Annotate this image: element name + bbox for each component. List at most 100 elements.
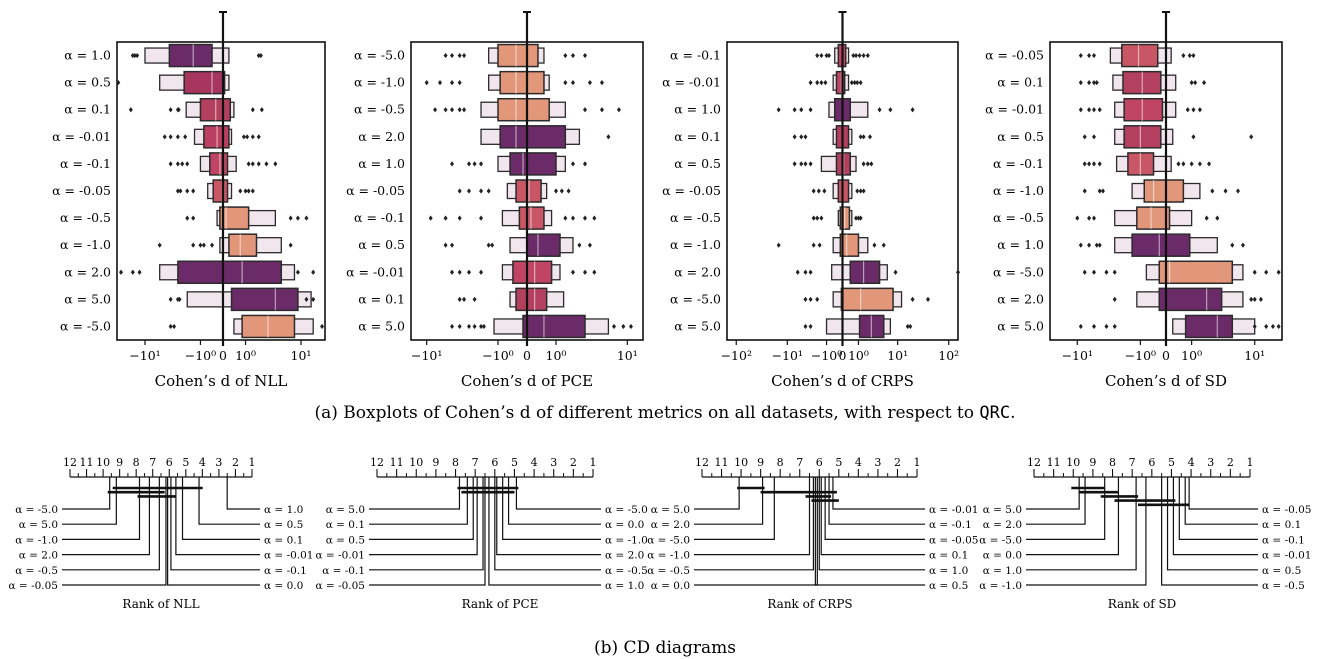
cd-right-line [1166, 477, 1258, 571]
outlier-point [856, 215, 861, 221]
outlier-point [490, 242, 495, 248]
x-tick-label: 10⁰ [848, 348, 869, 363]
box-6 [175, 179, 255, 203]
cd-left-label: α = 0.5 [326, 534, 365, 546]
cd-tick-label: 9 [1089, 456, 1096, 469]
outlier-point [570, 269, 575, 275]
box-inner [230, 287, 299, 312]
category-label: α = 2.0 [64, 264, 111, 279]
cd-left-line [694, 477, 764, 525]
outlier-point [1092, 107, 1097, 113]
outlier-point [869, 161, 874, 167]
cd-tick-label: 11 [715, 456, 729, 469]
outlier-point [861, 161, 866, 167]
outlier-point [554, 188, 558, 194]
category-label: α = 0.1 [997, 75, 1044, 90]
outlier-point [168, 161, 173, 167]
outlier-point [168, 107, 173, 113]
outlier-point [472, 161, 477, 167]
outlier-point [457, 188, 462, 194]
x-axis-label: Cohen’s d of SD [1105, 372, 1227, 390]
cd-right-label: α = -0.5 [605, 565, 648, 577]
outlier-point [256, 161, 261, 167]
cd-right-label: α = 1.0 [264, 504, 303, 516]
box-7 [428, 206, 597, 230]
outlier-point [1264, 323, 1269, 330]
outlier-point [168, 134, 173, 140]
box-inner [228, 233, 258, 257]
outlier-point [1112, 323, 1117, 330]
category-label: α = 0.1 [64, 102, 111, 117]
outlier-point [457, 269, 462, 275]
outlier-point [612, 323, 616, 330]
outlier-point [1092, 269, 1097, 275]
outlier-point [238, 188, 243, 194]
box-11 [168, 314, 325, 339]
outlier-point [815, 215, 820, 221]
outlier-point [808, 161, 813, 167]
boxplot-panel-4: α = -0.05 α = 0.1 α = -0.01 α = 0.5 α = -0.1… [985, 11, 1283, 390]
outlier-point [587, 242, 592, 248]
outlier-point [592, 215, 597, 221]
outlier-point [583, 107, 587, 113]
outlier-point [792, 161, 797, 167]
cd-tick-label: 6 [1148, 456, 1155, 469]
box-11 [1078, 314, 1281, 339]
x-tick-label: −10¹ [411, 348, 442, 363]
cd-left-label: α = 5.0 [651, 504, 690, 516]
outlier-point [1112, 269, 1117, 275]
outlier-point [956, 269, 960, 275]
outlier-point [865, 161, 870, 167]
cd-x-label: Rank of PCE [462, 597, 539, 611]
cd-left-line [1026, 477, 1147, 586]
cd-diagram-2: 12 11 10 9 8 7 6 5 4 3 2 1 α = 5.0 α = 0.1 α = 0.5 α = … [316, 456, 648, 611]
cd-tick-label: 3 [215, 456, 222, 469]
cd-right-label: α = -0.01 [264, 550, 314, 562]
box-inner [1143, 179, 1185, 203]
outlier-point [1087, 215, 1092, 221]
cd-right-line [507, 477, 601, 525]
outlier-point [256, 134, 261, 140]
cd-tick-label: 12 [1027, 456, 1041, 469]
box-inner [515, 287, 548, 312]
cd-right-line [832, 477, 925, 510]
outlier-point [1202, 80, 1207, 86]
outlier-point [816, 188, 821, 194]
cd-right-line [170, 477, 260, 571]
box-7 [185, 206, 309, 230]
outlier-point [486, 242, 491, 248]
box-6 [1082, 179, 1240, 203]
cd-tick-label: 2 [232, 456, 239, 469]
cd-tick-label: 4 [855, 456, 862, 469]
cd-diagrams: 12 11 10 9 8 7 6 5 4 3 2 1α = -5.0α = 5.0α = -1.0α … [9, 456, 1312, 611]
outlier-point [457, 296, 462, 302]
box-3 [776, 97, 915, 122]
cd-tick-label: 2 [1227, 456, 1234, 469]
cd-right-line [1188, 477, 1258, 510]
x-tick-label: 10⁰ [546, 348, 567, 363]
cd-right-line [1161, 477, 1258, 586]
box-4 [1082, 125, 1254, 149]
cd-tick-label: 11 [1047, 456, 1061, 469]
outlier-point [479, 161, 484, 167]
caption-b: (b) CD diagrams [594, 638, 736, 658]
outlier-point [443, 242, 448, 248]
box-inner [840, 287, 894, 312]
box-inner [499, 125, 567, 149]
cd-right-label: α = -0.05 [1262, 504, 1312, 516]
cd-left-line [369, 477, 478, 556]
category-label: α = -1.0 [993, 183, 1044, 198]
box-inner [177, 260, 283, 285]
cd-right-label: α = -1.0 [605, 534, 648, 546]
cd-right-label: α = 0.5 [264, 519, 303, 531]
box-6 [811, 179, 866, 203]
outlier-point [183, 134, 188, 140]
box-inner [1121, 43, 1159, 68]
cd-left-line [1026, 477, 1086, 525]
outlier-point [867, 134, 872, 140]
outlier-point [858, 80, 863, 86]
category-label: α = 1.0 [674, 102, 721, 117]
category-label: α = -0.1 [993, 156, 1044, 171]
outlier-point [130, 269, 135, 275]
outlier-point [583, 161, 587, 167]
